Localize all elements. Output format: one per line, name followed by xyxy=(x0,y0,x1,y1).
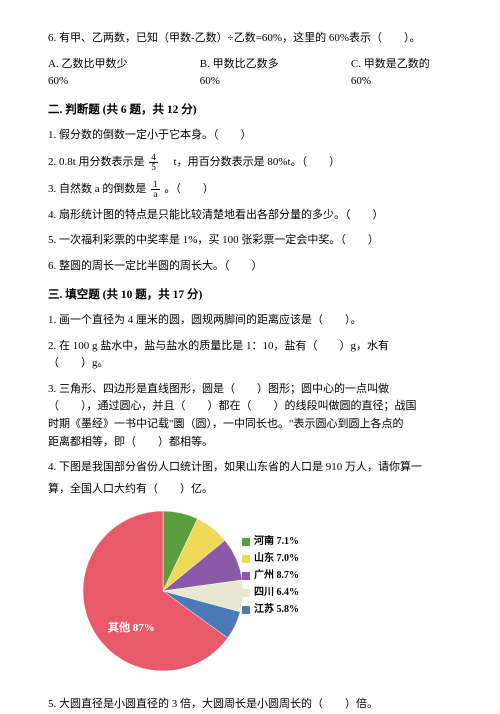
fill-section-title: 三. 填空题 (共 10 题，共 17 分) xyxy=(48,286,452,304)
mc-q6: 6. 有甲、乙两数，已知（甲数-乙数）÷乙数=60%，这里的 60%表示（ ）。 xyxy=(48,30,452,48)
legend-item: 广州 8.7% xyxy=(242,568,299,584)
fill-q2-line2: （ ）g。 xyxy=(48,355,452,373)
legend-label: 江苏 5.8% xyxy=(254,602,299,618)
mc-q6-options: A. 乙数比甲数少 60% B. 甲数比乙数多 60% C. 甲数是乙数的 60… xyxy=(48,56,452,91)
fraction-den: 5 xyxy=(149,163,158,172)
judge-q2-pre: 2. 0.8t 用分数表示是 xyxy=(48,156,145,168)
legend-swatch xyxy=(242,606,250,614)
mc-q6-opt-c: C. 甲数是乙数的 60% xyxy=(351,56,452,91)
fill-q2-line1: 2. 在 100 g 盐水中，盐与盐水的质量比是 1：10，盐有（ ）g，水有 xyxy=(48,338,452,356)
fill-q4: 4. 下图是我国部分省份人口统计图，如果山东省的人口是 910 万人，请你算一 … xyxy=(48,459,452,498)
pie-chart-wrap: 其他 87% 河南 7.1%山东 7.0%广州 8.7%四川 6.4%江苏 5.… xyxy=(78,506,452,676)
judge-q2-fraction: 4 5 xyxy=(149,153,158,172)
legend-swatch xyxy=(242,589,250,597)
pie-other-label: 其他 87% xyxy=(108,620,155,634)
judge-q3-post: 。（ ） xyxy=(164,183,214,195)
fill-q4-line2: 算，全国人口大约有（ ）亿。 xyxy=(48,481,452,499)
legend-label: 广州 8.7% xyxy=(254,568,299,584)
fill-q2: 2. 在 100 g 盐水中，盐与盐水的质量比是 1：10，盐有（ ）g，水有 … xyxy=(48,338,452,373)
legend-item: 河南 7.1% xyxy=(242,534,299,550)
judge-q2: 2. 0.8t 用分数表示是 4 5 t，用百分数表示是 80%t。（ ） xyxy=(48,153,452,172)
legend-item: 江苏 5.8% xyxy=(242,602,299,618)
fill-q3: 3. 三角形、四边形是直线图形，圆是（ ）图形；圆中心的一点叫做 （ ），通过圆… xyxy=(48,381,452,451)
fill-q4-line1: 4. 下图是我国部分省份人口统计图，如果山东省的人口是 910 万人，请你算一 xyxy=(48,459,452,477)
legend-label: 四川 6.4% xyxy=(254,585,299,601)
judge-q5: 5. 一次福利彩票的中奖率是 1%，买 100 张彩票一定会中奖。（ ） xyxy=(48,232,452,250)
legend-label: 河南 7.1% xyxy=(254,534,299,550)
fill-q3-line2: （ ），通过圆心，并且（ ）都在（ ）的线段叫做圆的直径；战国 xyxy=(48,398,452,416)
judge-q1: 1. 假分数的倒数一定小于它本身。（ ） xyxy=(48,127,452,145)
judge-q3: 3. 自然数 a 的倒数是 1 a 。（ ） xyxy=(48,180,452,199)
fill-q3-line3: 时期《墨经》一书中记载"圜（圆），一中同长也。"表示圆心到圆上各点的 xyxy=(48,416,452,434)
judge-section-title: 二. 判断题 (共 6 题，共 12 分) xyxy=(48,101,452,119)
judge-q6: 6. 整圆的周长一定比半圆的周长大。（ ） xyxy=(48,258,452,276)
legend-label: 山东 7.0% xyxy=(254,551,299,567)
judge-q4: 4. 扇形统计图的特点是只能比较清楚地看出各部分量的多少。（ ） xyxy=(48,207,452,225)
judge-q3-pre: 3. 自然数 a 的倒数是 xyxy=(48,183,146,195)
fill-q3-line4: 距离都相等，即（ ）都相等。 xyxy=(48,434,452,452)
fill-q5: 5. 大圆直径是小圆直径的 3 倍，大圆周长是小圆周长的（ ）倍。 xyxy=(48,696,452,714)
mc-q6-opt-b: B. 甲数比乙数多 60% xyxy=(200,56,301,91)
fraction-den: a xyxy=(151,190,159,199)
legend-swatch xyxy=(242,572,250,580)
legend-item: 四川 6.4% xyxy=(242,585,299,601)
judge-q2-post: t，用百分数表示是 80%t。（ ） xyxy=(163,156,341,168)
legend-swatch xyxy=(242,555,250,563)
fill-q1: 1. 画一个直径为 4 厘米的圆，圆规两脚间的距离应该是（ ）。 xyxy=(48,312,452,330)
pie-legend: 河南 7.1%山东 7.0%广州 8.7%四川 6.4%江苏 5.8% xyxy=(242,534,299,619)
legend-swatch xyxy=(242,538,250,546)
fill-q3-line1: 3. 三角形、四边形是直线图形，圆是（ ）图形；圆中心的一点叫做 xyxy=(48,381,452,399)
judge-q3-fraction: 1 a xyxy=(151,180,160,199)
legend-item: 山东 7.0% xyxy=(242,551,299,567)
pie-chart: 其他 87% xyxy=(78,506,248,676)
mc-q6-opt-a: A. 乙数比甲数少 60% xyxy=(48,56,150,91)
